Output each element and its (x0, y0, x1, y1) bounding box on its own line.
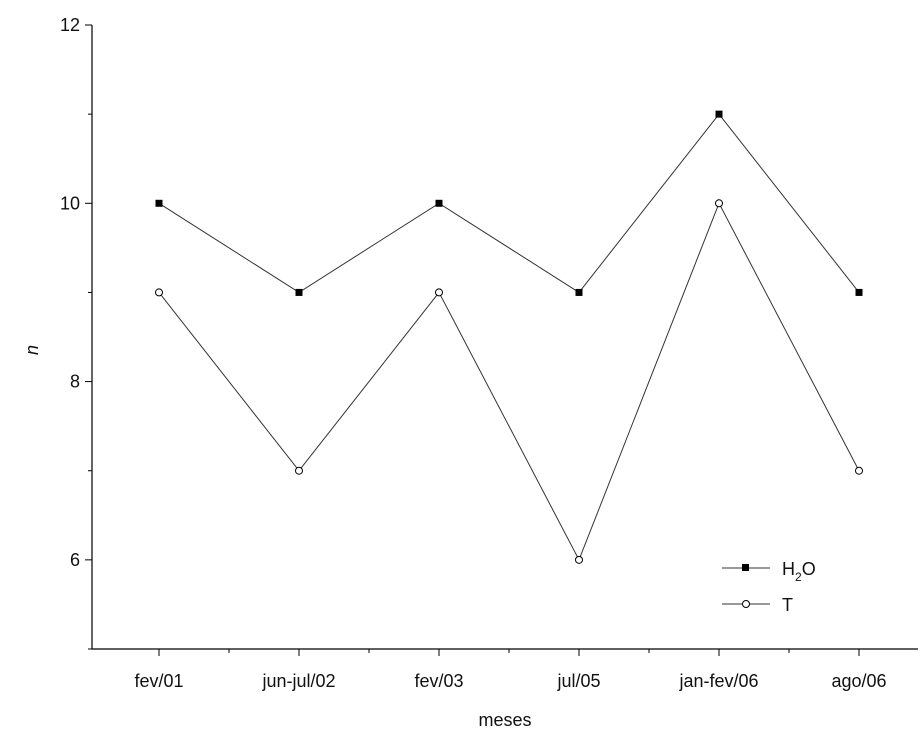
axes (91, 25, 918, 650)
y-tick-label: 12 (60, 15, 80, 35)
y-axis-title: n (22, 345, 42, 355)
data-point-t (575, 555, 583, 564)
data-point-h2o (435, 199, 443, 207)
legend-label-h2o: H2O (782, 559, 816, 584)
x-tick-label: jul/05 (556, 671, 600, 691)
x-axis-title: meses (478, 710, 531, 730)
legend-marker-h2o (742, 564, 749, 571)
y-tick-label: 6 (70, 550, 80, 570)
data-point-t (715, 199, 723, 208)
data-point-h2o (575, 288, 583, 296)
legend: H2O T (722, 559, 816, 615)
legend-label-h2o-tail: O (802, 559, 816, 579)
series-markers (155, 110, 863, 564)
data-point-h2o (715, 110, 723, 118)
y-axis-ticks: 6 8 10 12 (60, 15, 92, 650)
legend-label-h2o-sub: 2 (795, 570, 802, 584)
series-line-1 (158, 202, 860, 562)
data-point-t (855, 466, 863, 475)
data-point-h2o (855, 288, 863, 296)
legend-marker-t (742, 600, 750, 608)
data-point-h2o (295, 288, 303, 296)
legend-label-t: T (782, 595, 793, 615)
x-tick-label: ago/06 (831, 671, 886, 691)
series-line-0 (158, 113, 860, 294)
x-tick-label: jan-fev/06 (678, 671, 758, 691)
x-tick-label: jun-jul/02 (261, 671, 335, 691)
data-point-h2o (155, 199, 163, 207)
y-tick-label: 8 (70, 372, 80, 392)
legend-label-h2o-main: H (782, 559, 795, 579)
data-point-t (155, 288, 163, 297)
data-point-t (295, 466, 303, 475)
x-tick-label: fev/03 (414, 671, 463, 691)
y-tick-label: 10 (60, 193, 80, 213)
series-lines (158, 113, 860, 562)
x-axis-ticks: fev/01 jun-jul/02 fev/03 jul/05 jan-fev/06 ag… (134, 649, 887, 691)
data-point-t (435, 288, 443, 297)
x-tick-label: fev/01 (134, 671, 183, 691)
